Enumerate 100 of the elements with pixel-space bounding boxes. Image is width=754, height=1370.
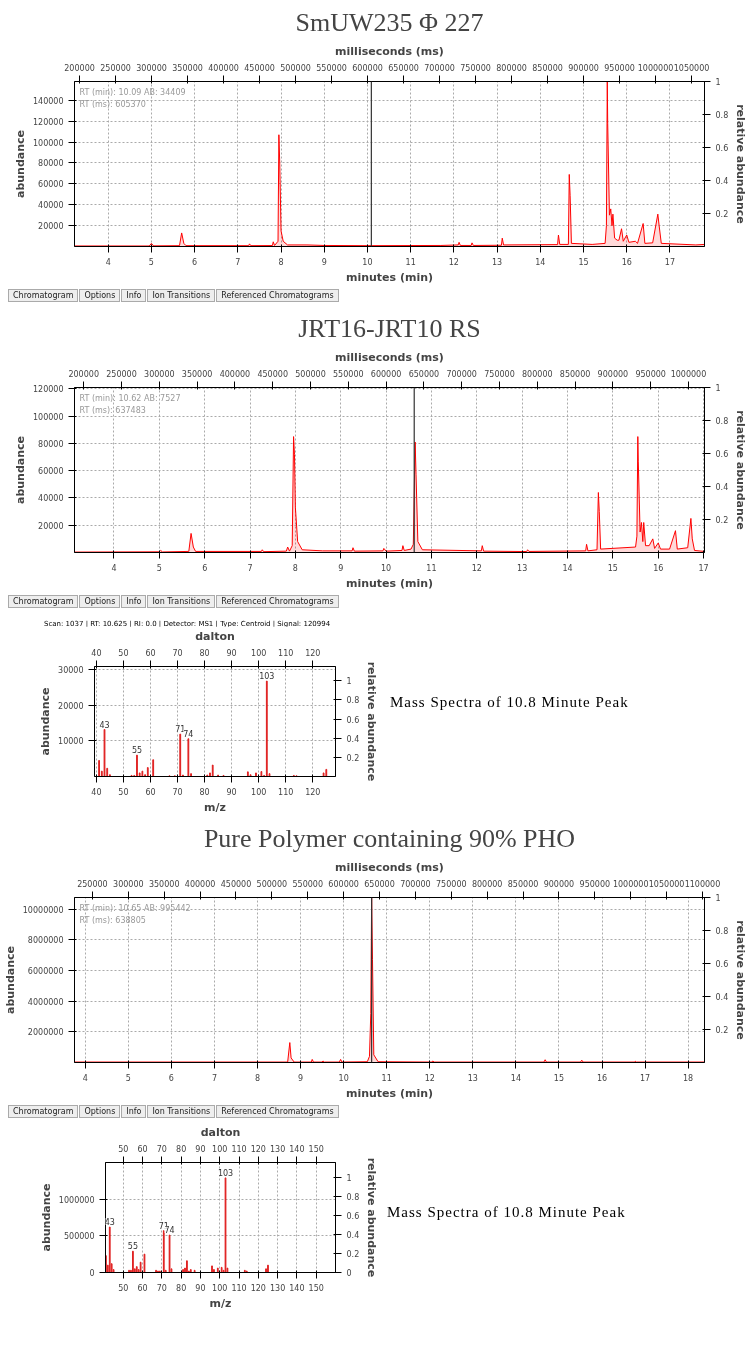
x-tick-label: 140 [289, 1144, 305, 1154]
x-axis-title: minutes (min) [345, 1086, 434, 1100]
y2-tick-label: 0.4 [346, 1231, 360, 1241]
x-tick-label: 12 [471, 563, 482, 573]
y2-axis-title: relative abundance [365, 1157, 379, 1278]
y2-tick-label: 0.2 [715, 210, 729, 219]
y2-tick-label: 0.6 [715, 960, 729, 969]
x-tick-label: 90 [195, 1144, 206, 1154]
x2-tick-label: 350000 [148, 879, 180, 889]
x2-tick-label: 70 [172, 787, 183, 797]
text: Chromatogram [8, 289, 79, 303]
x2-axis-title: dalton [195, 629, 235, 643]
x-tick-label: 6 [192, 257, 198, 267]
x-tick-label: 15 [553, 1073, 565, 1083]
x-tick-label: 70 [156, 1144, 167, 1154]
y-tick-label: 100000 [32, 138, 64, 148]
x2-axis-title: dalton [200, 1125, 241, 1139]
x2-tick-label: 70 [156, 1283, 167, 1293]
annotation: RT (ms): 638805 [79, 915, 146, 925]
y2-tick-label: 0.8 [715, 111, 729, 120]
y2-tick-label: 0.6 [715, 144, 729, 153]
x-tick-label: 9 [298, 1073, 304, 1083]
x-tick-label: 100 [212, 1144, 228, 1154]
y-tick-label: 10000 [58, 737, 84, 747]
x2-tick-label: 200000 [64, 63, 95, 73]
x2-tick-label: 90 [195, 1283, 206, 1293]
x2-tick-label: 50 [118, 1283, 129, 1293]
y2-tick-label: 0.2 [715, 516, 729, 525]
x2-tick-label: 140 [289, 1283, 305, 1293]
x-tick-label: 10 [362, 257, 373, 267]
x-tick-label: 15 [607, 563, 618, 573]
text: Options [79, 595, 121, 609]
x2-tick-label: 1100000 [684, 879, 721, 889]
x-tick-label: 50 [118, 648, 129, 658]
x2-tick-label: 400000 [184, 879, 216, 889]
x2-tick-label: 300000 [136, 63, 167, 73]
x2-tick-label: 700000 [424, 63, 455, 73]
y2-tick-label: 0.8 [346, 696, 360, 706]
text: Referenced Chromatograms [216, 595, 339, 609]
y-tick-label: 20000 [58, 701, 84, 711]
annotation: RT (ms): 637483 [79, 405, 146, 415]
y-axis-title: abundance [13, 129, 27, 199]
x-tick-label: 10 [338, 1073, 349, 1083]
annotation: RT (min): 10.65 AB: 995442 [79, 903, 191, 913]
y-tick-label: 40000 [38, 494, 64, 504]
x2-tick-label: 650000 [388, 63, 419, 73]
annotation: 55 [127, 1242, 138, 1252]
y-tick-label: 6000000 [27, 966, 64, 976]
x2-tick-label: 950000 [635, 369, 666, 379]
text: Info [121, 289, 147, 303]
annotation: 74 [183, 729, 194, 739]
x2-tick-label: 900000 [543, 879, 575, 889]
x-tick-label: 90 [226, 648, 237, 658]
x2-tick-label: 800000 [471, 879, 503, 889]
x-tick-label: 9 [338, 563, 344, 573]
text: Options [79, 289, 121, 303]
y2-tick-label: 0.4 [715, 483, 729, 492]
y-tick-label: 10000000 [22, 905, 64, 915]
x2-tick-label: 250000 [100, 63, 131, 73]
text: Info [121, 595, 147, 609]
x2-tick-label: 350000 [181, 369, 213, 379]
x-tick-label: 8 [278, 257, 284, 267]
x-tick-label: 60 [145, 648, 156, 658]
y2-tick-label: 0.2 [346, 753, 360, 763]
y2-tick-label: 0 [346, 1269, 352, 1278]
y-tick-label: 500000 [63, 1232, 95, 1242]
x-tick-label: 10 [381, 563, 392, 573]
y-axis-title: abundance [39, 687, 53, 756]
y-tick-label: 80000 [38, 439, 64, 449]
x-tick-label: 12 [448, 257, 459, 267]
x-tick-label: 80 [199, 648, 210, 658]
x-axis-title: minutes (min) [345, 576, 434, 590]
y-tick-label: 2000000 [27, 1028, 64, 1038]
x2-tick-label: 250000 [77, 879, 108, 889]
y2-tick-label: 1 [715, 384, 721, 393]
y-tick-label: 40000 [38, 201, 64, 211]
text: Mass Spectra of 10.8 Minute Peak [390, 693, 629, 712]
x2-tick-label: 850000 [532, 63, 563, 73]
x2-tick-label: 60 [145, 787, 156, 797]
x2-tick-label: 80 [199, 787, 210, 797]
text: Ion Transitions [147, 1105, 216, 1119]
x-tick-label: 12 [424, 1073, 435, 1083]
x2-tick-label: 950000 [579, 879, 611, 889]
y-tick-label: 100000 [32, 412, 64, 422]
x-tick-label: 13 [517, 563, 528, 573]
x2-tick-label: 800000 [496, 63, 527, 73]
x-tick-label: 14 [535, 257, 546, 267]
x2-tick-label: 1000000 [670, 369, 707, 379]
y2-axis-title: relative abundance [734, 104, 748, 224]
x2-tick-label: 800000 [522, 369, 553, 379]
x-tick-label: 7 [247, 563, 253, 573]
x2-tick-label: 120 [250, 1283, 266, 1293]
y-tick-label: 0 [89, 1269, 95, 1278]
annotation: 103 [217, 1168, 234, 1178]
x-tick-label: 40 [91, 648, 102, 658]
x2-tick-label: 650000 [408, 369, 440, 379]
x2-tick-label: 550000 [292, 879, 324, 889]
y-tick-label: 120000 [32, 385, 64, 395]
x2-tick-label: 300000 [144, 369, 175, 379]
x-tick-label: 15 [578, 257, 589, 267]
